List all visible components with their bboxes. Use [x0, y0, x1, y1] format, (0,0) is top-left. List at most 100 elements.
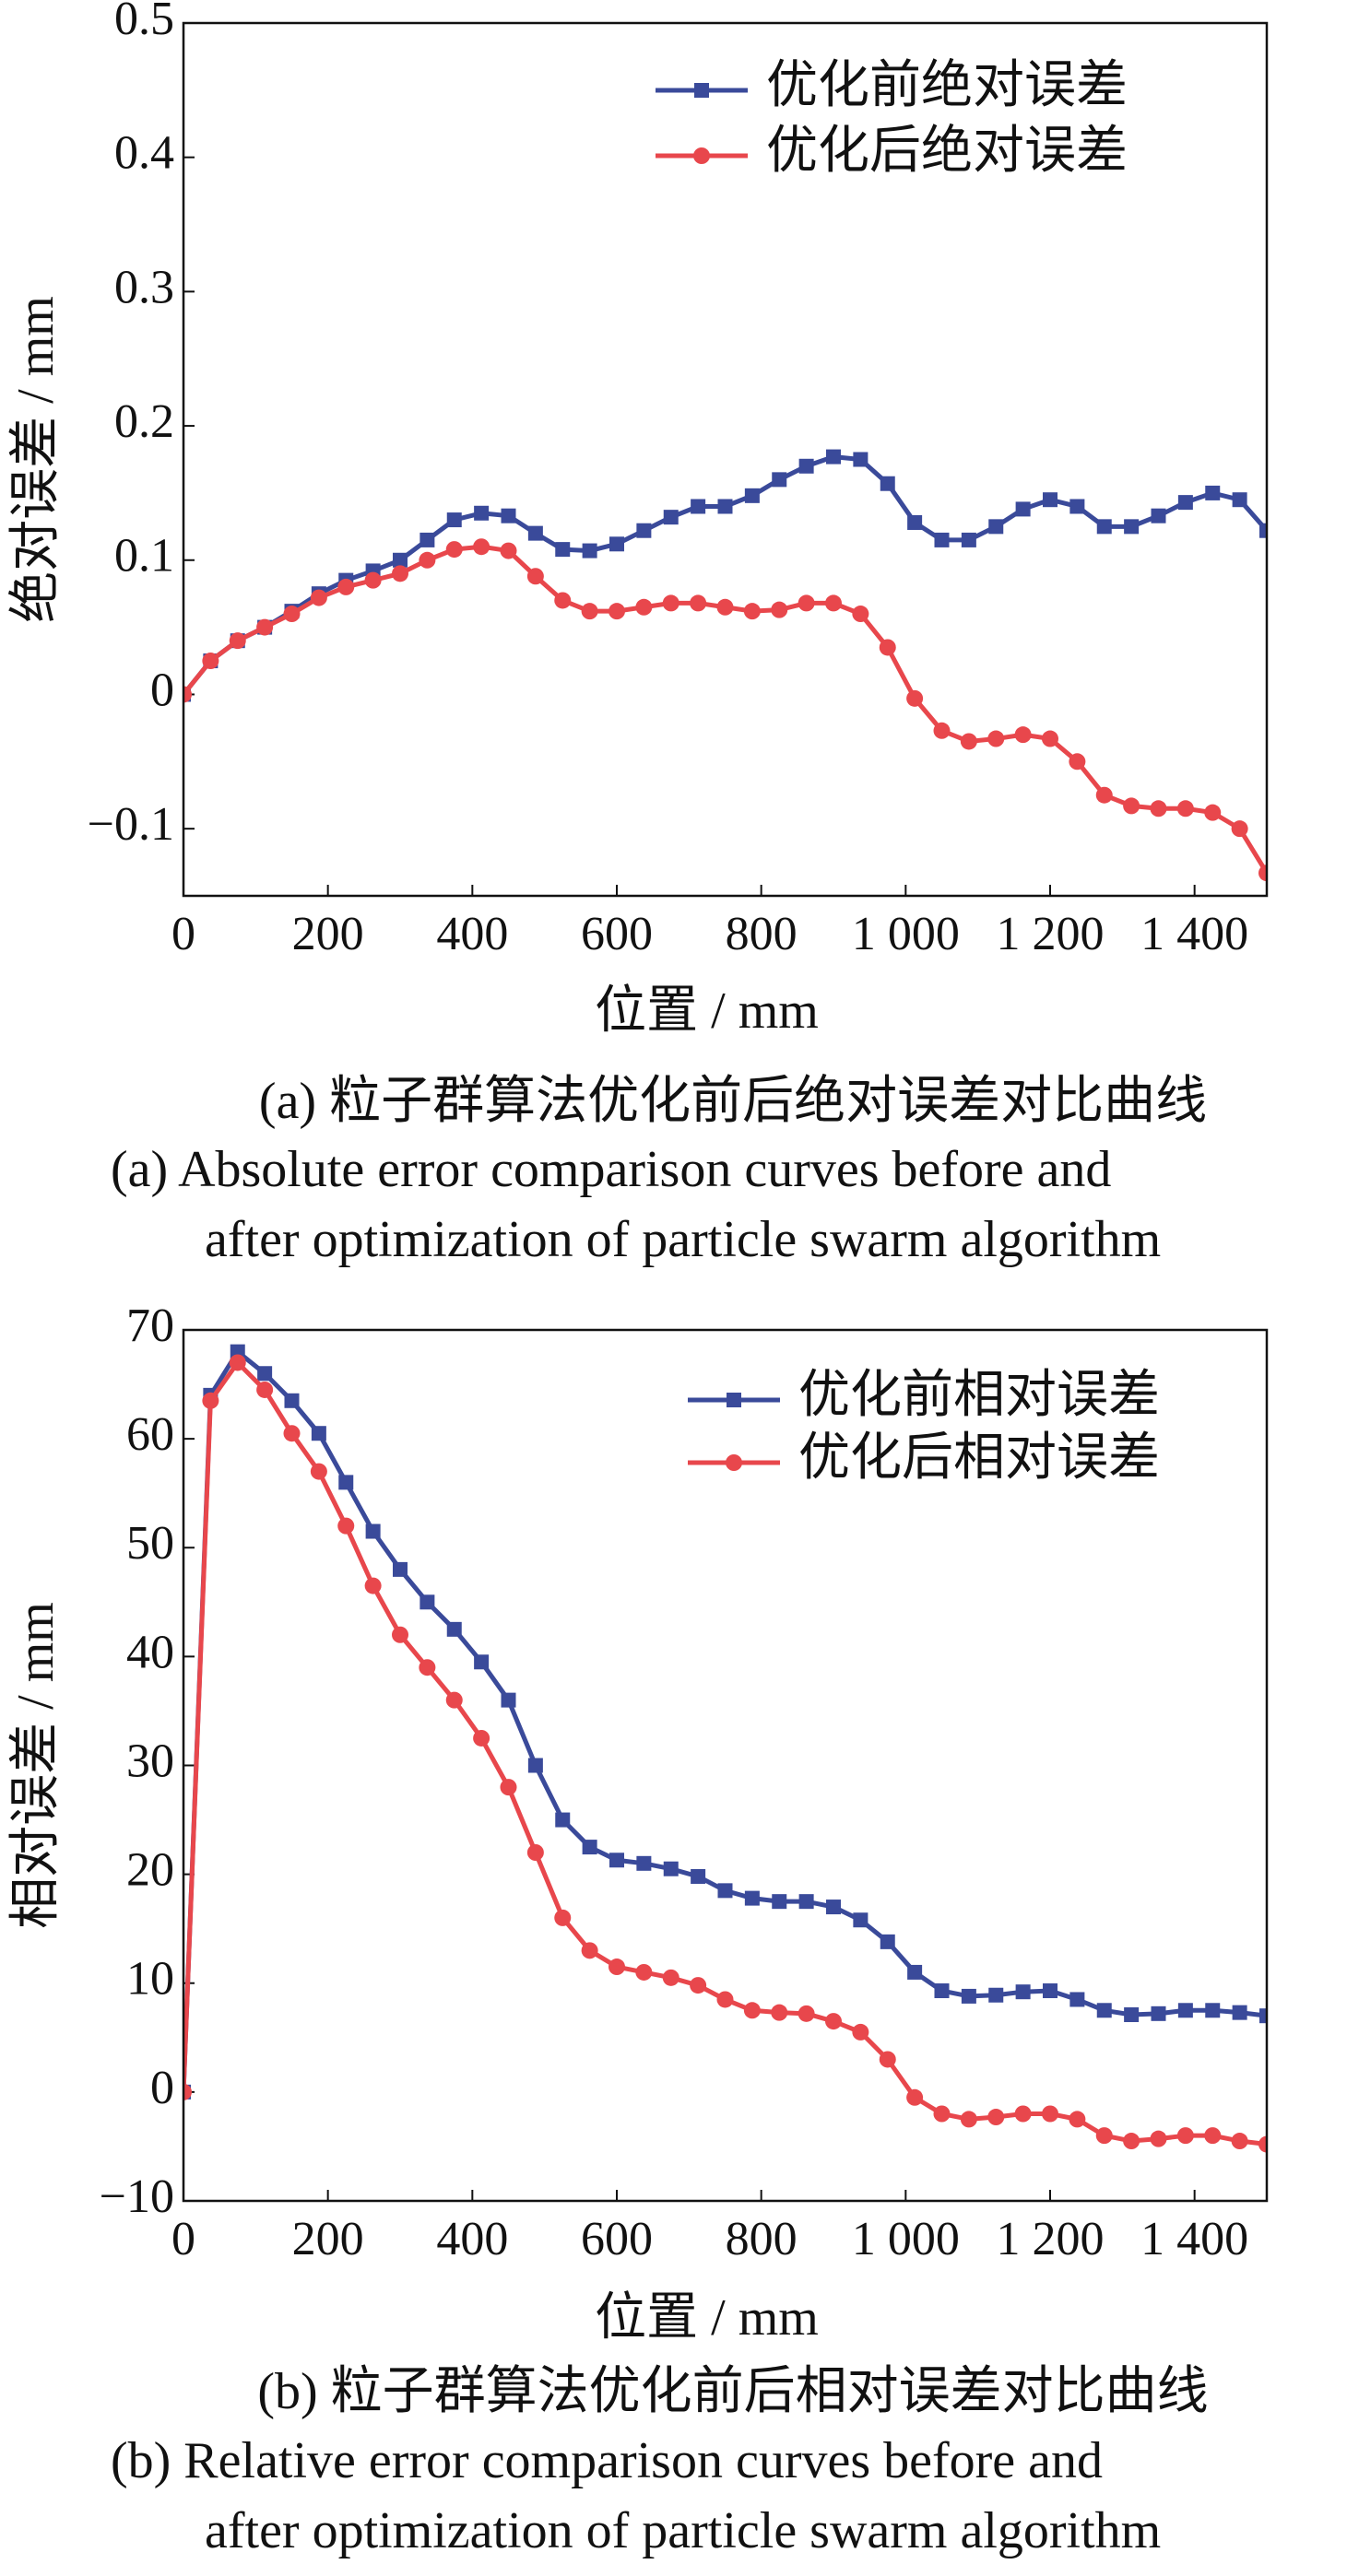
- y-axis-label: 绝对误差 / mm: [7, 296, 65, 623]
- legend-marker: [727, 1393, 741, 1407]
- x-tick-label: 800: [726, 2213, 798, 2265]
- marker: [1069, 1992, 1085, 2007]
- marker: [1043, 492, 1058, 508]
- x-tick-label: 0: [171, 908, 195, 960]
- y-tick-label: −0.1: [88, 798, 174, 851]
- marker: [1150, 800, 1167, 817]
- marker: [446, 512, 462, 528]
- marker: [1204, 804, 1222, 821]
- caption-zh: (a) 粒子群算法优化前后绝对误差对比曲线: [259, 1073, 1207, 1130]
- marker: [1177, 495, 1193, 511]
- y-axis-label: 相对误差 / mm: [7, 1602, 65, 1929]
- x-tick-label: 0: [171, 2213, 195, 2265]
- x-tick-label: 800: [726, 908, 798, 960]
- marker: [1069, 499, 1085, 514]
- caption-zh: (b) 粒子群算法优化前后相对误差对比曲线: [257, 2363, 1208, 2420]
- marker: [609, 1853, 624, 1868]
- y-tick-label: 0.4: [114, 127, 174, 180]
- marker: [364, 1577, 382, 1594]
- marker: [933, 2105, 951, 2123]
- marker: [1124, 2007, 1140, 2023]
- marker: [690, 594, 707, 612]
- marker: [554, 1909, 572, 1926]
- marker: [202, 1392, 219, 1409]
- marker: [853, 1912, 868, 1928]
- marker: [934, 1983, 950, 1999]
- marker: [1095, 2127, 1113, 2145]
- marker: [852, 2023, 869, 2041]
- marker: [1043, 1983, 1058, 1999]
- marker: [744, 1890, 760, 1906]
- marker: [933, 722, 951, 739]
- marker: [1014, 726, 1032, 744]
- marker: [1232, 2005, 1247, 2020]
- y-tick-label: 10: [126, 1953, 174, 2006]
- marker: [853, 452, 868, 467]
- y-tick-label: 70: [126, 1300, 174, 1352]
- legend-label: 优化后绝对误差: [766, 123, 1128, 180]
- marker: [393, 1561, 408, 1577]
- marker: [310, 589, 327, 606]
- marker: [1259, 2008, 1267, 2024]
- marker: [691, 1868, 706, 1884]
- caption-en: after optimization of particle swarm alg…: [205, 1211, 1161, 1268]
- marker: [879, 2051, 896, 2068]
- x-tick-label: 600: [581, 2213, 653, 2265]
- y-tick-label: 0: [150, 664, 174, 716]
- marker: [1042, 730, 1058, 747]
- marker: [365, 1523, 381, 1539]
- chart: 0 200 400 600 800 1 000 1 200 1 400−10010203040…: [7, 1300, 1269, 2559]
- marker: [283, 606, 301, 623]
- x-axis-label: 位置 / mm: [595, 982, 819, 1040]
- marker: [772, 472, 787, 488]
- x-tick-label: 1 200: [997, 908, 1105, 960]
- marker: [582, 1840, 597, 1855]
- caption-en: (b) Relative error comparison curves bef…: [111, 2432, 1103, 2489]
- marker: [771, 2004, 788, 2021]
- marker: [392, 1626, 408, 1643]
- marker: [743, 603, 761, 620]
- marker: [1231, 2133, 1248, 2150]
- marker: [1205, 485, 1221, 500]
- x-tick-label: 200: [292, 2213, 364, 2265]
- marker: [419, 532, 435, 547]
- marker: [1015, 1984, 1031, 2000]
- marker: [1015, 501, 1031, 517]
- marker: [229, 632, 246, 650]
- marker: [1231, 820, 1248, 838]
- marker: [691, 499, 706, 514]
- marker: [609, 1958, 625, 1976]
- marker: [474, 505, 490, 521]
- marker: [961, 1988, 976, 2004]
- marker: [419, 1659, 436, 1676]
- marker: [1177, 2003, 1193, 2018]
- plot-frame: [182, 1328, 1269, 2203]
- legend-label: 优化前绝对误差: [766, 57, 1128, 114]
- plot: [183, 449, 1267, 882]
- marker: [419, 1594, 435, 1610]
- marker: [852, 606, 869, 623]
- y-tick-label: 0: [150, 2062, 174, 2114]
- marker: [555, 542, 571, 558]
- x-tick-label: 200: [292, 908, 364, 960]
- legend-label: 优化前相对误差: [798, 1367, 1160, 1424]
- y-tick-label: 30: [126, 1735, 174, 1787]
- marker: [609, 603, 625, 620]
- marker: [445, 541, 463, 559]
- marker: [906, 689, 924, 707]
- marker: [202, 653, 219, 670]
- marker: [1150, 2130, 1167, 2147]
- marker: [1069, 753, 1086, 770]
- marker: [256, 618, 274, 636]
- marker: [1069, 2111, 1086, 2128]
- marker: [609, 536, 624, 552]
- marker: [1151, 508, 1166, 523]
- marker: [717, 1883, 733, 1899]
- legend-marker: [694, 83, 709, 98]
- marker: [419, 551, 436, 569]
- x-axis-label: 位置 / mm: [595, 2289, 819, 2347]
- marker: [364, 571, 382, 589]
- marker: [662, 594, 679, 612]
- x-tick-label: 400: [436, 908, 508, 960]
